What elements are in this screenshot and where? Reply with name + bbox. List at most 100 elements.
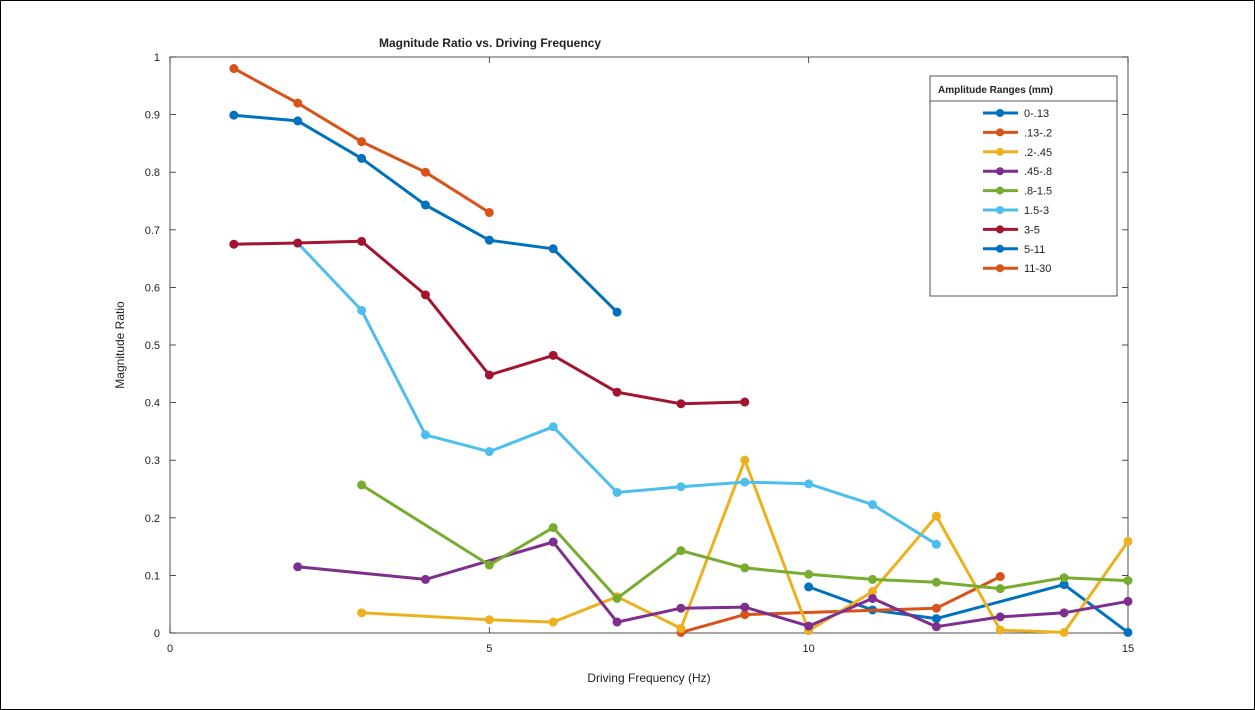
data-point — [293, 238, 303, 248]
data-point — [484, 560, 494, 570]
series-layer — [229, 64, 1133, 637]
data-point — [229, 110, 239, 120]
legend-label: .8-1.5 — [1024, 186, 1052, 198]
data-point — [1123, 627, 1133, 637]
data-point — [612, 617, 622, 627]
data-point — [420, 574, 430, 584]
data-point — [995, 625, 1005, 635]
data-point — [357, 137, 367, 147]
data-point — [293, 562, 303, 572]
data-point — [676, 482, 686, 492]
legend-item: .13-.2 — [983, 127, 1052, 139]
legend-label: .2-.45 — [1024, 147, 1052, 159]
x-tick-label: 10 — [803, 643, 815, 655]
data-point — [548, 350, 558, 360]
legend-swatch-marker — [996, 206, 1004, 214]
data-point — [357, 305, 367, 315]
data-point — [740, 397, 750, 407]
y-tick-label: 0.7 — [145, 225, 160, 237]
series-.45-.8 — [293, 537, 1133, 632]
y-tick-label: 0.1 — [145, 570, 160, 582]
legend-item: 0-.13 — [983, 108, 1049, 120]
data-point — [548, 422, 558, 432]
data-point — [740, 563, 750, 573]
data-point — [420, 167, 430, 177]
y-axis-label: Magnitude Ratio — [113, 301, 127, 389]
data-point — [1059, 608, 1069, 618]
y-tick-label: 0.3 — [145, 455, 160, 467]
data-point — [420, 290, 430, 300]
legend-item: 11-30 — [983, 263, 1051, 275]
data-point — [676, 623, 686, 633]
y-tick-label: 0.5 — [145, 340, 160, 352]
data-point — [357, 236, 367, 246]
chart-title: Magnitude Ratio vs. Driving Frequency — [379, 36, 601, 50]
y-tick-label: 0.2 — [145, 513, 160, 525]
data-point — [804, 621, 814, 631]
data-point — [1059, 627, 1069, 637]
data-point — [357, 608, 367, 618]
data-point — [931, 603, 941, 613]
y-tick-label: 0.8 — [145, 167, 160, 179]
data-point — [548, 537, 558, 547]
legend-item: .8-1.5 — [983, 186, 1052, 198]
legend-swatch-marker — [996, 244, 1004, 253]
data-point — [931, 614, 941, 624]
y-tick-label: 0 — [154, 628, 160, 640]
x-tick-label: 15 — [1122, 643, 1134, 655]
legend-label: .45-.8 — [1024, 166, 1052, 178]
data-point — [612, 487, 622, 497]
data-point — [484, 370, 494, 380]
data-point — [548, 244, 558, 254]
data-point — [995, 572, 1005, 582]
data-point — [229, 64, 239, 74]
data-point — [740, 477, 750, 487]
data-point — [804, 569, 814, 579]
series-11-30 — [229, 64, 494, 218]
series-5-11 — [229, 110, 622, 317]
data-point — [229, 239, 239, 249]
legend-swatch-marker — [996, 225, 1004, 234]
data-point — [357, 153, 367, 163]
data-point — [740, 610, 750, 620]
legend-item: .2-.45 — [983, 147, 1052, 159]
legend-label: 1.5-3 — [1024, 205, 1049, 217]
legend-swatch-marker — [996, 264, 1004, 273]
data-point — [676, 399, 686, 409]
data-point — [484, 447, 494, 457]
data-point — [612, 307, 622, 317]
series-.8-1.5 — [357, 480, 1133, 603]
series-line — [360, 458, 1130, 634]
data-point — [931, 511, 941, 521]
data-point — [293, 98, 303, 108]
x-tick-label: 5 — [486, 643, 492, 655]
legend-label: 3-5 — [1024, 224, 1040, 236]
legend-item: 1.5-3 — [983, 205, 1049, 217]
data-point — [548, 617, 558, 627]
legend-label: .13-.2 — [1024, 127, 1052, 139]
legend: Amplitude Ranges (mm) 0-.13 .13-.2 .2-.45.… — [929, 75, 1118, 297]
data-point — [995, 584, 1005, 594]
data-point — [420, 430, 430, 440]
legend-item: .45-.8 — [983, 166, 1052, 178]
data-point — [612, 593, 622, 603]
data-point — [676, 603, 686, 613]
data-point — [995, 612, 1005, 622]
data-point — [676, 546, 686, 556]
data-point — [293, 116, 303, 126]
y-tick-label: 1 — [154, 52, 160, 64]
legend-label: 11-30 — [1024, 263, 1051, 275]
legend-label: 0-.13 — [1024, 108, 1049, 120]
legend-label: 5-11 — [1024, 244, 1045, 256]
series-line — [296, 540, 1130, 629]
y-tick-label: 0.4 — [145, 398, 160, 410]
data-point — [1123, 536, 1133, 546]
series-.2-.45 — [357, 455, 1133, 637]
y-tick-label: 0.9 — [145, 110, 160, 122]
y-tick-label: 0.6 — [145, 282, 160, 294]
legend-swatch-marker — [996, 147, 1004, 156]
tick-labels: 0 5 10 15 0 0.1 0.2 0.3 0.4 0.5 0.6 0.7 0.8 0.9 1 — [145, 52, 1134, 655]
legend-item: 3-5 — [983, 224, 1040, 236]
data-point — [868, 500, 878, 510]
data-point — [612, 387, 622, 397]
